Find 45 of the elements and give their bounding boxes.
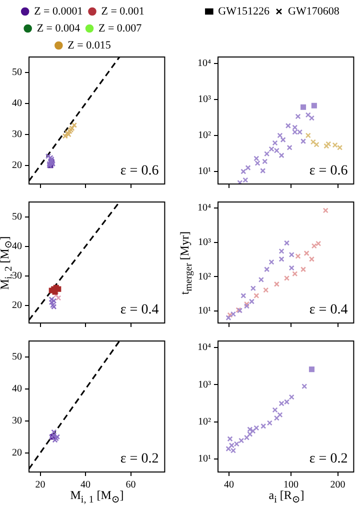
legend-label: GW151226 xyxy=(218,5,270,18)
y-tick-label: 50 xyxy=(12,67,22,78)
x-tick-label: 200 xyxy=(330,480,346,491)
y-tick-label: 40 xyxy=(12,240,22,252)
y-tick-label: 40 xyxy=(12,384,22,395)
legend-label: Z = 0.007 xyxy=(98,22,142,34)
x-tick-label: 20 xyxy=(35,480,46,491)
annotation: ε = 0.6 xyxy=(120,164,159,179)
annotation: ε = 0.6 xyxy=(309,164,348,179)
y-tick-label: 10² xyxy=(198,416,211,428)
y-tick-label: 10¹ xyxy=(198,306,211,317)
legend-label: Z = 0.0001 xyxy=(34,5,83,18)
y-tick-label: 10² xyxy=(198,271,211,282)
x-tick-label: 100 xyxy=(283,480,298,491)
legend-label: Z = 0.001 xyxy=(101,5,144,18)
legend-label: GW170608 xyxy=(288,5,340,18)
y-tick-label: 20 xyxy=(12,160,22,172)
x-tick-label: 40 xyxy=(224,480,234,491)
legend-label: Z = 0.015 xyxy=(68,39,112,52)
x-tick-label: 40 xyxy=(80,480,91,491)
y-tick-label: 30 xyxy=(12,416,22,427)
x-tick-label: 60 xyxy=(126,480,136,491)
y-tick-label: 10⁴ xyxy=(198,202,212,214)
y-tick-label: 10⁴ xyxy=(198,58,212,69)
y-tick-label: 20 xyxy=(12,300,22,311)
y-tick-label: 10⁴ xyxy=(198,342,212,354)
y-tick-label: 40 xyxy=(12,98,22,110)
y-tick-label: 30 xyxy=(12,129,22,140)
y-tick-label: 10¹ xyxy=(198,454,211,465)
y-tick-label: 50 xyxy=(12,352,22,363)
y-tick-label: 10² xyxy=(198,130,211,142)
legend-label: Z = 0.004 xyxy=(36,22,80,34)
y-tick-label: 20 xyxy=(12,447,22,458)
x-axis-title: M$_{i, 1}$ [M$_{⊙}$] xyxy=(70,488,124,505)
annotation: ε = 0.2 xyxy=(309,452,348,467)
y-tick-label: 10³ xyxy=(198,94,211,106)
y-tick-label: 10¹ xyxy=(198,166,211,178)
y-tick-label: 50 xyxy=(12,211,22,222)
annotation: ε = 0.4 xyxy=(309,302,348,318)
y-tick-label: 10³ xyxy=(198,379,211,390)
y-tick-label: 30 xyxy=(12,270,22,282)
x-axis-title: a$_{i}$ [R$_{⊙}$] xyxy=(268,488,304,505)
annotation: ε = 0.4 xyxy=(120,302,159,318)
y-tick-label: 10³ xyxy=(198,237,211,248)
annotation: ε = 0.2 xyxy=(120,452,159,467)
